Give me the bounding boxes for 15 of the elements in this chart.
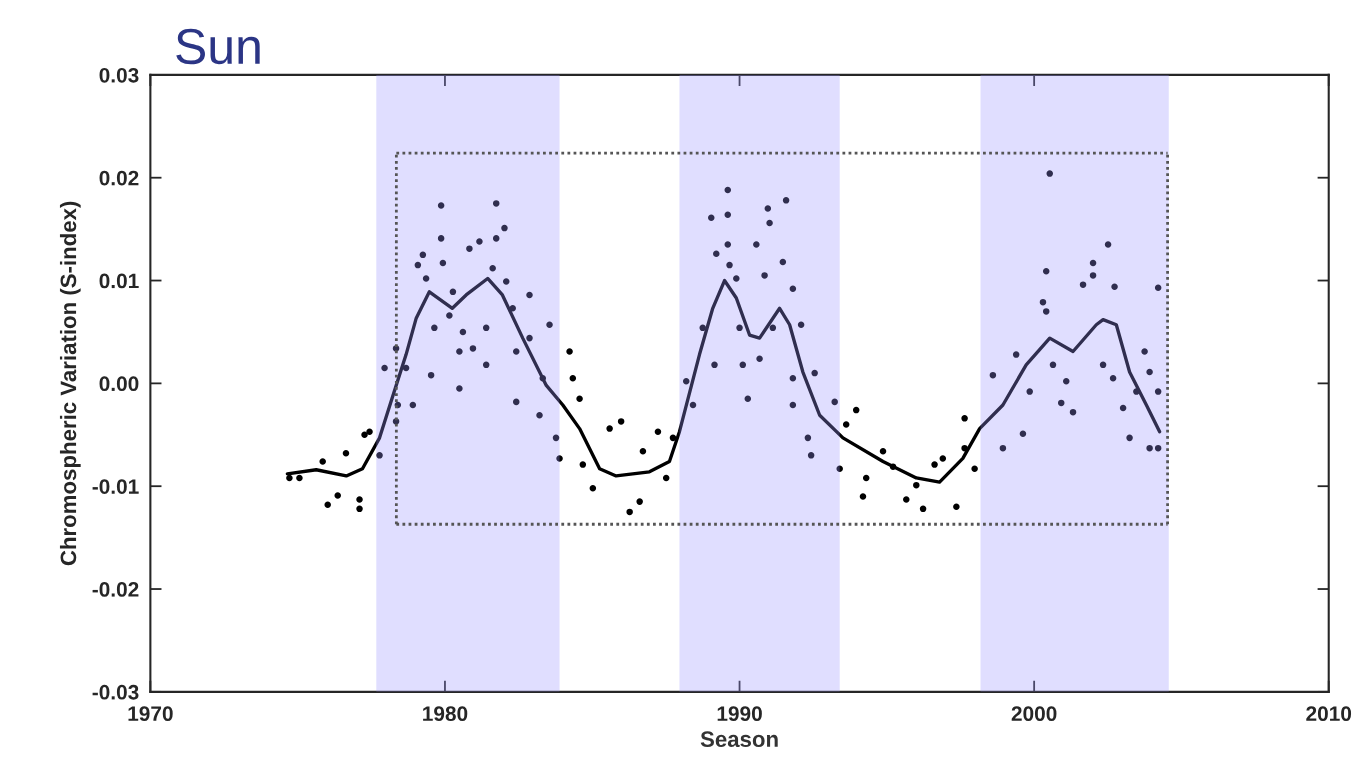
x-tick-label: 1980 [423,706,468,722]
y-tick-label: -0.02 [92,582,139,597]
x-axis-title: Season [700,731,778,748]
y-tick-label: 0.01 [99,273,139,289]
x-tick-label: 2000 [1011,706,1057,722]
y-axis-title: Chromospheric Variation (S-index) [59,201,81,566]
y-tick-label: -0.03 [92,684,139,700]
y-tick-label: -0.01 [92,479,139,494]
x-tick-label: 1970 [128,706,173,722]
y-tick-label: 0.00 [99,376,139,392]
chart-title: Sun [176,28,260,65]
y-tick-label: 0.02 [99,170,139,186]
x-tick-label: 2010 [1306,706,1352,722]
y-tick-label: 0.03 [99,67,139,83]
x-tick-label: 1990 [717,706,762,722]
